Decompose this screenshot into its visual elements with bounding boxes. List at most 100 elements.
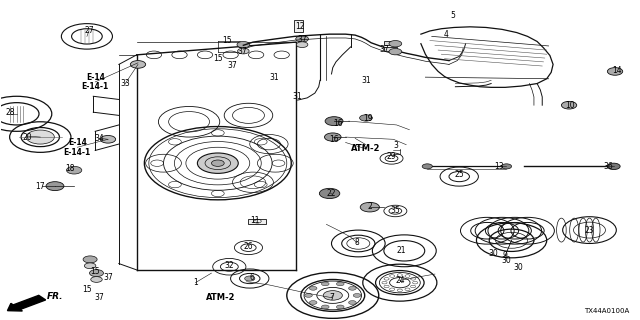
Text: FR.: FR.	[47, 292, 63, 301]
Text: 29: 29	[387, 152, 396, 161]
Text: 9: 9	[503, 251, 508, 260]
Text: 15: 15	[82, 284, 92, 293]
Text: 2: 2	[367, 202, 372, 211]
Circle shape	[389, 41, 402, 47]
Circle shape	[91, 276, 102, 282]
Circle shape	[325, 117, 343, 125]
Circle shape	[422, 164, 433, 169]
Bar	[248, 219, 266, 224]
Text: 17: 17	[35, 182, 45, 191]
Text: 18: 18	[65, 164, 74, 173]
Text: 35: 35	[390, 206, 400, 215]
Text: 31: 31	[361, 76, 371, 85]
Text: 34: 34	[95, 134, 104, 143]
Text: 26: 26	[244, 242, 253, 251]
Circle shape	[607, 163, 620, 170]
Text: 36: 36	[604, 162, 614, 171]
Circle shape	[211, 160, 224, 166]
Circle shape	[197, 153, 238, 173]
Circle shape	[321, 282, 329, 286]
Text: 3: 3	[393, 141, 398, 150]
Text: 11: 11	[250, 216, 260, 225]
Circle shape	[83, 256, 97, 263]
Bar	[384, 47, 397, 51]
Text: 1: 1	[193, 278, 198, 287]
Circle shape	[309, 286, 317, 290]
Text: 32: 32	[225, 261, 234, 270]
Text: 24: 24	[395, 276, 404, 285]
Text: 6: 6	[249, 273, 254, 282]
Text: TX44A0100A: TX44A0100A	[584, 308, 630, 314]
Bar	[294, 20, 303, 32]
Circle shape	[244, 276, 255, 281]
Circle shape	[296, 36, 308, 42]
Text: 37: 37	[379, 44, 388, 54]
Circle shape	[131, 60, 146, 68]
Text: 37: 37	[95, 292, 104, 301]
Text: 22: 22	[327, 189, 336, 198]
Text: E-14: E-14	[86, 73, 105, 82]
Text: 30: 30	[502, 256, 511, 265]
Circle shape	[353, 293, 361, 297]
Circle shape	[337, 305, 344, 309]
Text: 21: 21	[397, 246, 406, 255]
Circle shape	[360, 202, 380, 212]
Text: 31: 31	[293, 92, 303, 101]
Text: 15: 15	[90, 267, 100, 276]
Text: 16: 16	[333, 119, 342, 128]
Text: ATM-2: ATM-2	[351, 144, 381, 153]
Circle shape	[360, 115, 372, 121]
Text: E-14-1: E-14-1	[64, 148, 91, 156]
Text: 15: 15	[213, 53, 223, 62]
Circle shape	[309, 300, 317, 304]
Circle shape	[26, 130, 54, 144]
Text: 27: 27	[84, 27, 93, 36]
Circle shape	[237, 42, 250, 48]
Circle shape	[324, 133, 341, 141]
Text: 8: 8	[355, 238, 360, 247]
Text: 20: 20	[22, 133, 33, 142]
Text: 25: 25	[454, 170, 464, 179]
Text: E-14-1: E-14-1	[81, 82, 109, 91]
Text: 31: 31	[269, 73, 279, 82]
Text: 14: 14	[612, 66, 622, 75]
Circle shape	[389, 49, 402, 55]
Circle shape	[296, 42, 308, 48]
Text: ATM-2: ATM-2	[206, 292, 236, 301]
Text: 5: 5	[451, 11, 455, 20]
Text: 7: 7	[329, 293, 334, 302]
Text: 4: 4	[444, 30, 449, 39]
Circle shape	[67, 166, 82, 174]
Circle shape	[237, 48, 249, 54]
Text: 37: 37	[103, 273, 113, 282]
Text: 12: 12	[295, 22, 304, 31]
FancyArrow shape	[8, 295, 45, 311]
Text: 30: 30	[489, 249, 499, 258]
Circle shape	[305, 293, 312, 297]
Circle shape	[321, 305, 329, 309]
Text: 13: 13	[494, 162, 504, 171]
Text: E-14: E-14	[68, 138, 87, 147]
Circle shape	[46, 182, 64, 191]
Text: 28: 28	[6, 108, 15, 117]
Text: 37: 37	[297, 35, 307, 44]
Text: 37: 37	[237, 47, 247, 56]
Circle shape	[337, 282, 344, 286]
Text: 33: 33	[120, 79, 130, 88]
Circle shape	[100, 135, 116, 143]
Circle shape	[90, 270, 104, 276]
Circle shape	[84, 263, 96, 269]
Circle shape	[561, 101, 577, 109]
Circle shape	[349, 286, 356, 290]
Circle shape	[323, 291, 342, 300]
Text: 37: 37	[227, 60, 237, 69]
Text: 30: 30	[513, 263, 523, 272]
Circle shape	[319, 188, 340, 198]
Text: 15: 15	[223, 36, 232, 45]
Bar	[384, 41, 397, 45]
Circle shape	[349, 300, 356, 304]
Text: 10: 10	[566, 101, 575, 110]
Text: 16: 16	[329, 135, 339, 144]
Text: 23: 23	[585, 226, 595, 235]
Circle shape	[501, 164, 511, 169]
